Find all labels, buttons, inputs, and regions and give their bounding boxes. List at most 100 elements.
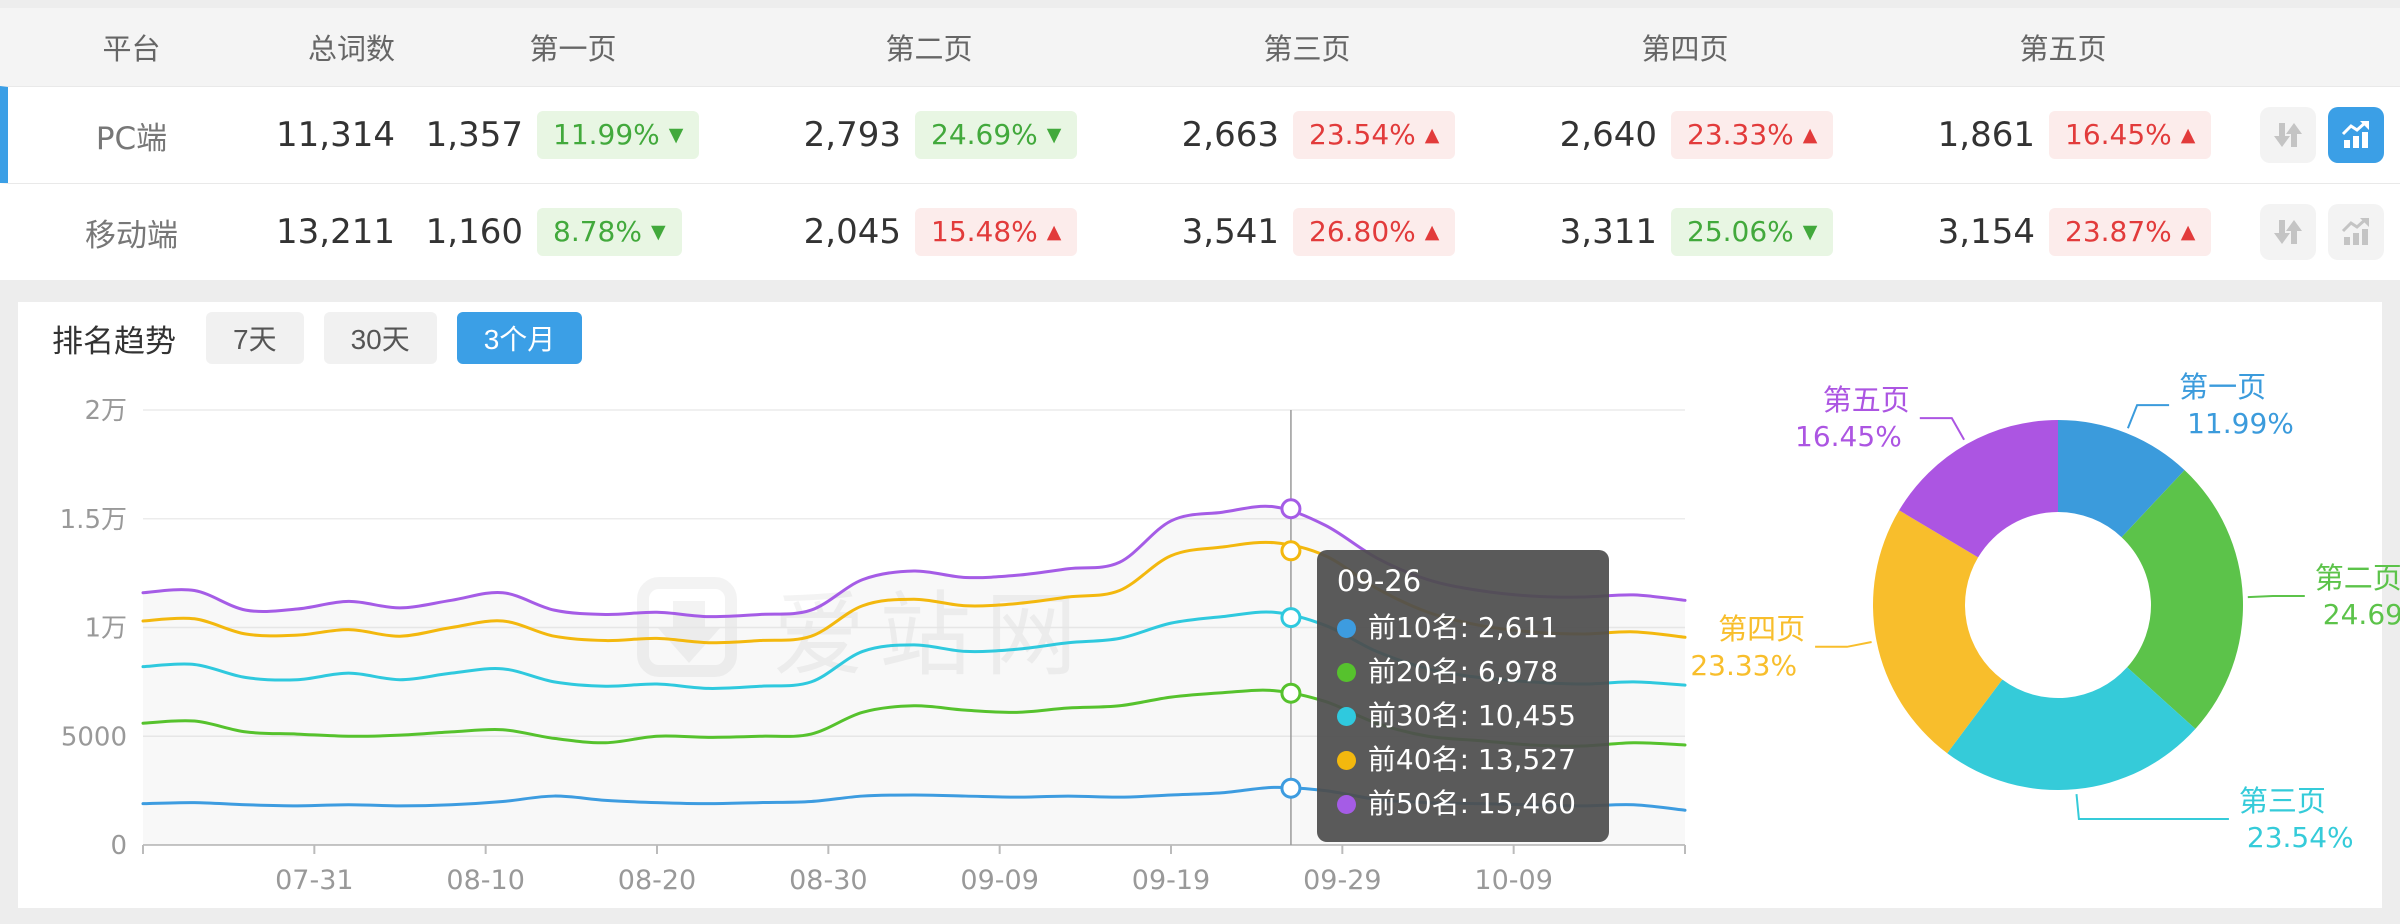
- x-axis-label: 10-09: [1474, 865, 1552, 896]
- trend-chart-button[interactable]: [2328, 204, 2384, 260]
- x-axis-label: 09-29: [1303, 865, 1381, 896]
- page1-count: 1,160: [425, 212, 523, 252]
- page4-count: 2,640: [1559, 115, 1657, 155]
- page2-percent-badge: 15.48% ▲: [915, 208, 1078, 256]
- trend-chart-icon: [2341, 217, 2369, 245]
- page4-percent-badge: 25.06% ▼: [1671, 208, 1834, 256]
- trend-title: 排名趋势: [52, 323, 176, 360]
- platform-label: PC端: [95, 120, 168, 157]
- donut-label-percent: 16.45%: [1795, 420, 1902, 453]
- x-axis-label: 09-09: [960, 865, 1038, 896]
- trend-chart-icon: [2341, 120, 2369, 148]
- page1-percent-badge: 11.99% ▼: [537, 111, 700, 159]
- sort-arrows-icon: [2274, 220, 2302, 244]
- x-axis-label: 09-19: [1132, 865, 1210, 896]
- table-row-mobile[interactable]: 移动端 13,211 1,160 8.78% ▼ 2,045 15.48% ▲ 3,…: [0, 183, 2400, 280]
- y-axis-label: 1.5万: [60, 505, 127, 535]
- page3-count: 3,541: [1181, 212, 1279, 252]
- crosshair-marker: [1280, 498, 1302, 520]
- trend-toolbar: 排名趋势 7天 30天 3个月: [18, 302, 2382, 364]
- platform-label: 移动端: [85, 217, 178, 254]
- total-words-value: 11,314: [276, 115, 395, 155]
- donut-label-name: 第三页: [2239, 784, 2326, 818]
- donut-slice-第二页[interactable]: [2121, 470, 2244, 729]
- donut-label-line: [1815, 641, 1872, 648]
- col-header-page5: 第五页: [2019, 32, 2107, 66]
- page1-count: 1,357: [425, 115, 523, 155]
- donut-slice-第四页[interactable]: [1872, 510, 2003, 754]
- donut-label-name: 第四页: [1718, 612, 1805, 646]
- crosshair-marker: [1280, 682, 1302, 704]
- area-fill: [143, 506, 1685, 845]
- trend-arrow-icon: ▲: [1046, 221, 1062, 243]
- page4-percent-badge: 23.33% ▲: [1671, 111, 1834, 159]
- page3-percent-badge: 23.54% ▲: [1293, 111, 1456, 159]
- rank-trend-line-chart[interactable]: 爱站网050001万1.5万2万07-3108-1008-2008-3009-0…: [18, 360, 1738, 908]
- tab-3-months[interactable]: 3个月: [456, 312, 583, 364]
- col-header-page4: 第四页: [1641, 32, 1729, 66]
- compare-button[interactable]: [2260, 204, 2316, 260]
- trend-arrow-icon: ▼: [668, 124, 684, 146]
- charts-area: 爱站网050001万1.5万2万07-3108-1008-2008-3009-0…: [18, 360, 2400, 908]
- page5-percent-badge: 23.87% ▲: [2049, 208, 2212, 256]
- crosshair-marker: [1280, 607, 1302, 629]
- page5-percent-badge: 16.45% ▲: [2049, 111, 2212, 159]
- col-header-page1: 第一页: [529, 32, 617, 66]
- page5-count: 1,861: [1937, 115, 2035, 155]
- donut-label-percent: 11.99%: [2187, 407, 2294, 440]
- page2-count: 2,793: [803, 115, 901, 155]
- donut-label-name: 第二页: [2315, 561, 2400, 595]
- page2-count: 2,045: [803, 212, 901, 252]
- tab-7-days[interactable]: 7天: [206, 312, 304, 364]
- y-axis-label: 2万: [84, 396, 127, 426]
- col-header-platform: 平台: [102, 32, 161, 66]
- trend-arrow-icon: ▼: [650, 221, 666, 243]
- table-row-pc[interactable]: PC端 11,314 1,357 11.99% ▼ 2,793 24.69% ▼ 2…: [0, 86, 2400, 183]
- trend-arrow-icon: ▼: [1046, 124, 1062, 146]
- page5-count: 3,154: [1937, 212, 2035, 252]
- page4-count: 3,311: [1559, 212, 1657, 252]
- x-axis-label: 07-31: [275, 865, 353, 896]
- y-axis-label: 5000: [61, 722, 127, 752]
- tab-30-days[interactable]: 30天: [323, 312, 437, 364]
- donut-slice-第三页[interactable]: [1947, 667, 2196, 791]
- col-header-page3: 第三页: [1263, 32, 1351, 66]
- donut-label-line: [1919, 417, 1965, 441]
- page3-count: 2,663: [1181, 115, 1279, 155]
- donut-label-percent: 24.69%: [2323, 598, 2400, 631]
- trend-arrow-icon: ▲: [2180, 221, 2196, 243]
- rank-trend-card: 排名趋势 7天 30天 3个月 爱站网050001万1.5万2万07-3108-…: [18, 302, 2400, 908]
- compare-button[interactable]: [2260, 107, 2316, 163]
- page2-percent-badge: 24.69% ▼: [915, 111, 1078, 159]
- crosshair-marker: [1280, 540, 1302, 562]
- x-axis-label: 08-20: [618, 865, 696, 896]
- x-axis-label: 08-30: [789, 865, 867, 896]
- donut-slice-第一页[interactable]: [2058, 420, 2185, 538]
- table-header-row: 平台 总词数 第一页 第二页 第三页 第四页 第五页: [0, 8, 2400, 86]
- trend-arrow-icon: ▲: [1424, 124, 1440, 146]
- trend-arrow-icon: ▼: [1802, 221, 1818, 243]
- donut-label-percent: 23.54%: [2247, 821, 2354, 854]
- col-header-page2: 第二页: [885, 32, 973, 66]
- trend-chart-button[interactable]: [2328, 107, 2384, 163]
- page3-percent-badge: 26.80% ▲: [1293, 208, 1456, 256]
- donut-label-name: 第一页: [2179, 370, 2266, 404]
- donut-label-line: [2247, 595, 2305, 599]
- sort-arrows-icon: [2274, 123, 2302, 147]
- donut-label-percent: 23.33%: [1690, 649, 1797, 682]
- page1-percent-badge: 8.78% ▼: [537, 208, 682, 256]
- y-axis-label: 0: [110, 831, 127, 861]
- trend-arrow-icon: ▲: [1424, 221, 1440, 243]
- donut-slice-第五页[interactable]: [1899, 420, 2058, 558]
- total-words-value: 13,211: [276, 212, 395, 252]
- rank-table: 平台 总词数 第一页 第二页 第三页 第四页 第五页 PC端 11,314 1,…: [0, 8, 2400, 280]
- trend-arrow-icon: ▲: [2180, 124, 2196, 146]
- col-header-total: 总词数: [307, 32, 395, 66]
- donut-label-name: 第五页: [1823, 383, 1910, 417]
- donut-label-line: [2126, 404, 2170, 429]
- x-axis-label: 08-10: [446, 865, 524, 896]
- trend-arrow-icon: ▲: [1802, 124, 1818, 146]
- donut-label-line: [2075, 794, 2229, 820]
